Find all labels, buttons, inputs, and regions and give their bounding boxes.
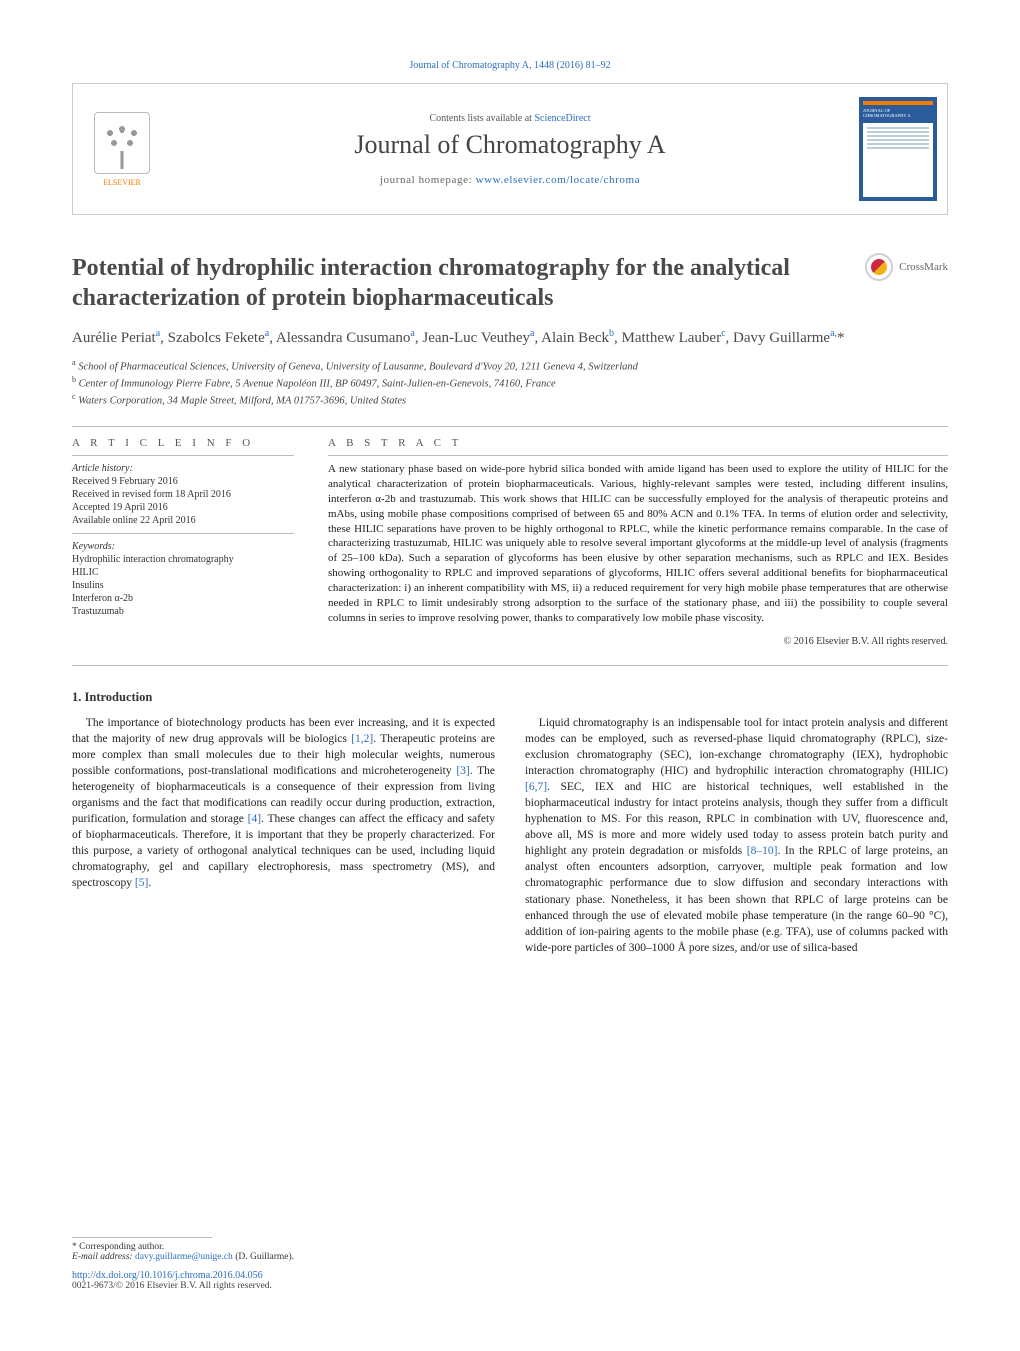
authors: Aurélie Periata, Szabolcs Feketea, Aless…	[72, 327, 948, 348]
divider	[72, 665, 948, 666]
affil-c: c Waters Corporation, 34 Maple Street, M…	[72, 392, 948, 409]
contents-prefix: Contents lists available at	[429, 113, 534, 124]
keyword-item: Insulins	[72, 579, 294, 592]
corresponding-email: E-mail address: davy.guillarme@unige.ch …	[72, 1252, 948, 1262]
abstract-copyright: © 2016 Elsevier B.V. All rights reserved…	[328, 636, 948, 647]
homepage-line: journal homepage: www.elsevier.com/locat…	[161, 174, 859, 186]
title-row: Potential of hydrophilic interaction chr…	[72, 253, 948, 313]
homepage-prefix: journal homepage:	[380, 174, 476, 186]
header-box: ELSEVIER Contents lists available at Sci…	[72, 83, 948, 215]
abstract-heading: A B S T R A C T	[328, 437, 948, 449]
abstract: A B S T R A C T A new stationary phase b…	[328, 437, 948, 646]
keywords: Keywords: Hydrophilic interaction chroma…	[72, 540, 294, 618]
elsevier-logo: ELSEVIER	[83, 99, 161, 199]
keyword-item: HILIC	[72, 566, 294, 579]
keywords-label: Keywords:	[72, 540, 294, 553]
journal-reference: Journal of Chromatography A, 1448 (2016)…	[72, 60, 948, 71]
article-info: A R T I C L E I N F O Article history: R…	[72, 437, 294, 646]
elsevier-tree-icon	[94, 112, 150, 174]
history-item: Accepted 19 April 2016	[72, 501, 294, 514]
doi-link[interactable]: http://dx.doi.org/10.1016/j.chroma.2016.…	[72, 1270, 263, 1281]
body-two-column: The importance of biotechnology products…	[72, 715, 948, 956]
keyword-item: Hydrophilic interaction chromatography	[72, 553, 294, 566]
journal-reference-link[interactable]: Journal of Chromatography A, 1448 (2016)…	[409, 60, 610, 71]
article-history: Article history: Received 9 February 201…	[72, 462, 294, 527]
crossmark-label: CrossMark	[899, 261, 948, 273]
section-heading: 1. Introduction	[72, 690, 948, 705]
divider	[72, 426, 948, 427]
homepage-link[interactable]: www.elsevier.com/locate/chroma	[476, 174, 641, 186]
doi-line: http://dx.doi.org/10.1016/j.chroma.2016.…	[72, 1270, 948, 1281]
contents-line: Contents lists available at ScienceDirec…	[161, 113, 859, 124]
affil-a: a School of Pharmaceutical Sciences, Uni…	[72, 358, 948, 375]
publisher-label: ELSEVIER	[103, 178, 141, 187]
crossmark[interactable]: CrossMark	[865, 253, 948, 281]
copyright-footer: 0021-9673/© 2016 Elsevier B.V. All right…	[72, 1281, 948, 1291]
affiliations: a School of Pharmaceutical Sciences, Uni…	[72, 358, 948, 408]
corresponding-author: * Corresponding author.	[72, 1242, 948, 1252]
abstract-body: A new stationary phase based on wide-por…	[328, 462, 948, 625]
crossmark-icon	[865, 253, 893, 281]
history-item: Received in revised form 18 April 2016	[72, 488, 294, 501]
sciencedirect-link[interactable]: ScienceDirect	[534, 113, 590, 124]
article-info-heading: A R T I C L E I N F O	[72, 437, 294, 449]
history-item: Available online 22 April 2016	[72, 514, 294, 527]
article-info-row: A R T I C L E I N F O Article history: R…	[72, 437, 948, 646]
footnotes: * Corresponding author. E-mail address: …	[72, 1237, 948, 1291]
journal-name: Journal of Chromatography A	[161, 130, 859, 160]
divider	[72, 533, 294, 534]
affil-b: b Center of Immunology Pierre Fabre, 5 A…	[72, 375, 948, 392]
divider	[72, 455, 294, 456]
header-middle: Contents lists available at ScienceDirec…	[161, 113, 859, 186]
journal-cover-thumbnail: JOURNAL OF CHROMATOGRAPHY A	[859, 97, 937, 201]
divider	[328, 455, 948, 456]
article-title: Potential of hydrophilic interaction chr…	[72, 253, 849, 313]
email-link[interactable]: davy.guillarme@unige.ch	[135, 1252, 233, 1262]
keyword-item: Interferon α-2b	[72, 592, 294, 605]
keyword-item: Trastuzumab	[72, 605, 294, 618]
history-item: Received 9 February 2016	[72, 475, 294, 488]
history-label: Article history:	[72, 462, 294, 475]
